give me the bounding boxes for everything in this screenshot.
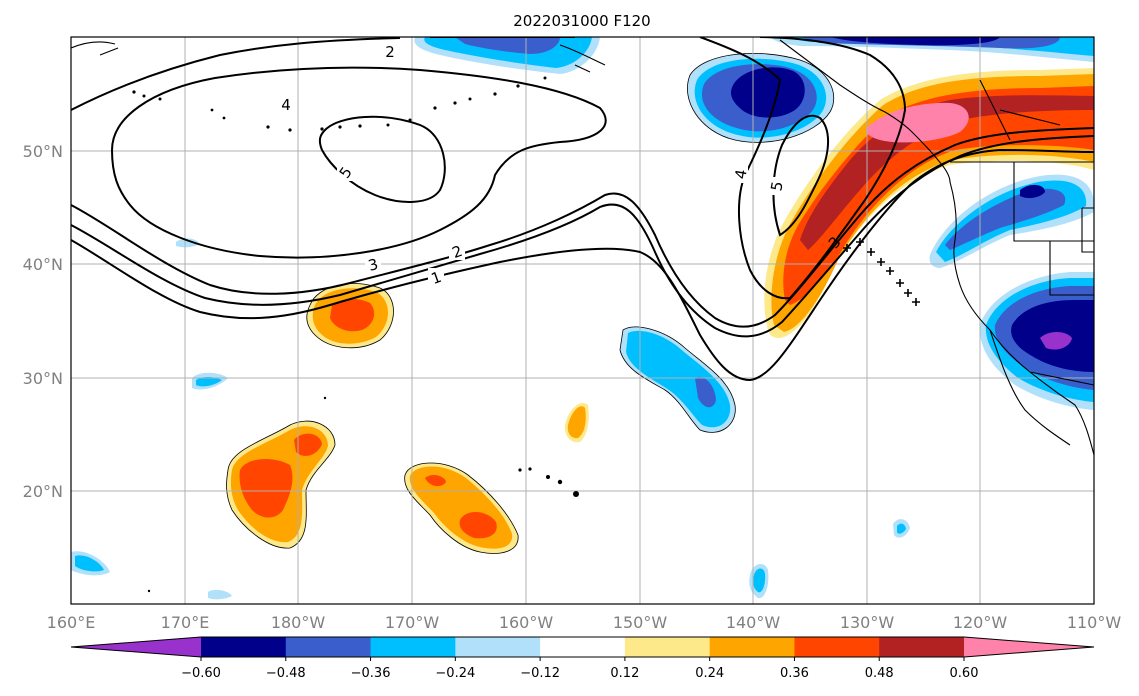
colorbar: −0.60 −0.48 −0.36 −0.24 −0.12 0.12 0.24 0.36 0.4… (70, 636, 1095, 681)
lon-tick-130w: 130°W (840, 613, 895, 632)
colorbar-label: −0.24 (435, 666, 475, 681)
contour-label-4-west: 4 (281, 96, 291, 114)
shading-outlines (226, 53, 835, 554)
map-contents: 2 4 5 3 2 1 4 5 3 (71, 37, 1094, 604)
map-frame (70, 36, 1095, 605)
contour-line-5a (318, 115, 446, 203)
colorbar-segment (709, 637, 795, 657)
colorbar-segment (624, 637, 711, 657)
islands (132, 76, 579, 593)
contour-line-3 (71, 135, 1094, 338)
contour-label-2-top: 2 (385, 43, 395, 61)
colorbar-segment (455, 637, 541, 657)
colorbar-label: 0.12 (610, 666, 639, 681)
contour-labels: 2 4 5 3 2 1 4 5 3 (278, 42, 845, 288)
contour-line-5b (772, 115, 830, 237)
colorbar-label: −0.60 (181, 666, 221, 681)
gridlines (71, 37, 1094, 604)
lat-tick-50: 50°N (23, 142, 63, 161)
contour-label-5-east: 5 (767, 180, 786, 193)
colorbar-label: 0.48 (865, 666, 894, 681)
contour-line-4b (699, 37, 907, 300)
colorbar-label: −0.36 (351, 666, 391, 681)
colorbar-extend-max (964, 637, 1094, 657)
colorbar-segment (879, 637, 965, 657)
colorbar-segment (370, 637, 456, 657)
lat-tick-20: 20°N (23, 482, 63, 501)
figure-title: 2022031000 F120 (513, 12, 650, 30)
colorbar-label: 0.36 (780, 666, 809, 681)
contour-line-2b (71, 37, 575, 111)
lon-tick-170e: 170°E (161, 613, 210, 632)
lat-tick-40: 40°N (23, 255, 63, 274)
lat-tick-30: 30°N (23, 369, 63, 388)
contour-label-4-east: 4 (731, 168, 750, 181)
colorbar-extend-min (71, 637, 201, 657)
lon-tick-180w: 180°W (271, 613, 326, 632)
colorbar-label: 0.60 (950, 666, 979, 681)
colorbar-segment (794, 637, 880, 657)
contour-label-3-mid: 3 (366, 255, 380, 275)
lon-tick-120w: 120°W (953, 613, 1008, 632)
lon-tick-140w: 140°W (726, 613, 781, 632)
colorbar-label: −0.48 (266, 666, 306, 681)
colorbar-segment (540, 637, 626, 657)
latitude-ticks: 20°N 30°N 40°N 50°N (23, 142, 63, 501)
colorbar-label: 0.24 (695, 666, 724, 681)
colorbar-segment (201, 637, 287, 657)
shaded-field (71, 37, 1094, 600)
lon-tick-150w: 150°W (613, 613, 668, 632)
coastlines (71, 39, 1094, 456)
lon-tick-160e: 160°E (47, 613, 96, 632)
contour-lines (71, 37, 1094, 382)
colorbar-label: −0.12 (520, 666, 560, 681)
longitude-ticks: 160°E 170°E 180°W 170°W 160°W 150°W 140°… (47, 613, 1122, 632)
colorbar-segment (285, 637, 372, 657)
track-markers (843, 238, 920, 306)
contour-line-2a (71, 127, 1094, 328)
lon-tick-160w: 160°W (499, 613, 554, 632)
lon-tick-110w: 110°W (1067, 613, 1122, 632)
lon-tick-170w: 170°W (385, 613, 440, 632)
contour-line-4 (110, 66, 607, 259)
